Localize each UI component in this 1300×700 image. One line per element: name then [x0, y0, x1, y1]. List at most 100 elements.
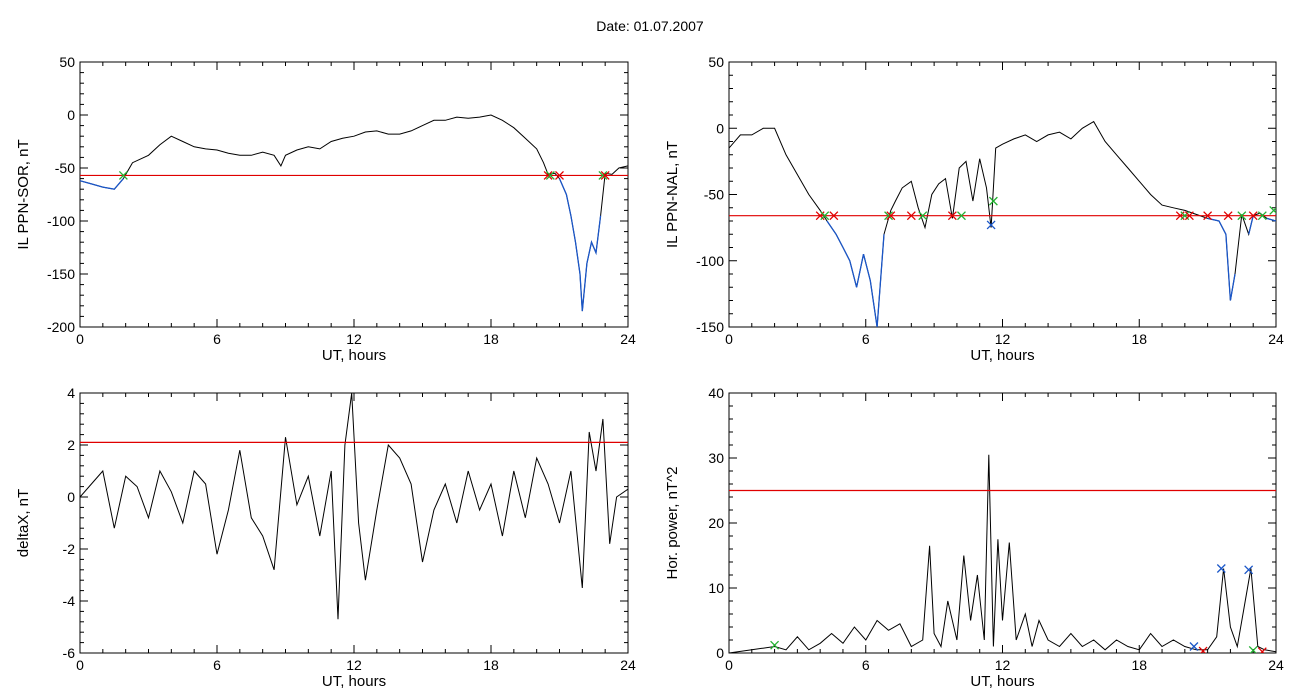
x-tick-label: 12 [346, 657, 362, 673]
x-tick-label: 0 [76, 657, 84, 673]
y-axis-label: deltaX, nT [15, 489, 32, 557]
x-tick-label: 24 [1268, 331, 1284, 347]
event-marker [1203, 211, 1213, 221]
marker-stroke [1248, 211, 1258, 221]
below-threshold-line [1266, 217, 1276, 222]
event-marker [1198, 646, 1208, 653]
event-marker [770, 640, 780, 650]
marker-stroke [1200, 646, 1208, 653]
marker-stroke [820, 211, 830, 221]
event-marker [1257, 647, 1267, 653]
plot-frame [79, 61, 629, 328]
x-tick-label: 0 [725, 657, 733, 673]
x-tick-label: 12 [346, 331, 362, 347]
y-tick-label: -200 [47, 319, 75, 335]
y-tick-label: 4 [67, 385, 75, 401]
marker-stroke [1203, 211, 1213, 221]
x-tick-label: 24 [620, 331, 636, 347]
y-tick-label: -100 [696, 253, 724, 269]
x-tick-label: 24 [1268, 657, 1284, 673]
chart-panel-2: 0 6 12 18 24 50 0 -50 -100 -150 UT, hours IL PPN-NA… [664, 54, 1284, 364]
event-marker [1189, 642, 1199, 651]
y-tick-label: 0 [67, 107, 75, 123]
y-axis-label: IL PPN-NAL, nT [664, 141, 681, 248]
y-tick-label: 50 [708, 54, 724, 70]
x-axis-label: UT, hours [970, 673, 1034, 690]
x-axis-label: UT, hours [970, 347, 1034, 364]
y-tick-label: 0 [67, 489, 75, 505]
y-tick-label: 10 [708, 580, 724, 596]
below-threshold-line [1248, 215, 1254, 235]
y-tick-label: 20 [708, 515, 724, 531]
event-marker [947, 211, 957, 221]
y-tick-label: 30 [708, 450, 724, 466]
data-line [729, 120, 1276, 327]
x-tick-label: 18 [1131, 331, 1147, 347]
event-marker [1248, 211, 1258, 221]
event-marker [118, 170, 128, 180]
event-marker [1269, 205, 1276, 215]
x-tick-label: 24 [620, 657, 636, 673]
x-tick-label: 6 [862, 657, 870, 673]
marker-stroke [1184, 211, 1194, 221]
x-tick-label: 6 [213, 657, 221, 673]
x-tick-label: 0 [725, 331, 733, 347]
x-tick-label: 12 [995, 657, 1011, 673]
marker-stroke [1269, 207, 1276, 215]
marker-stroke [957, 211, 966, 221]
y-tick-label: -6 [63, 645, 76, 661]
marker-stroke [118, 170, 128, 180]
event-marker [1216, 564, 1226, 573]
marker-stroke [1257, 211, 1267, 221]
marker-stroke [1216, 564, 1226, 573]
event-marker [988, 196, 998, 206]
plot-area [80, 114, 628, 312]
plot-frame [728, 61, 1277, 328]
marker-stroke [988, 196, 998, 206]
x-axis-label: UT, hours [322, 347, 386, 364]
marker-stroke [1260, 647, 1267, 653]
marker-stroke [1223, 211, 1233, 221]
data-line [80, 393, 628, 620]
y-tick-label: -100 [47, 213, 75, 229]
below-threshold-line [80, 178, 124, 190]
marker-stroke [884, 211, 894, 221]
marker-stroke [770, 640, 780, 650]
event-marker [1223, 211, 1233, 221]
marker-stroke [918, 211, 928, 221]
y-axis-label: Hor. power, nT^2 [664, 467, 681, 580]
chart-panel-3: 0 6 12 18 24 4 2 0 -2 -4 -6 UT, hours deltaX, nT [15, 385, 636, 690]
event-marker [600, 170, 610, 180]
below-threshold-line [558, 178, 602, 312]
x-tick-label: 6 [862, 331, 870, 347]
event-marker [1237, 211, 1247, 221]
marker-stroke [545, 170, 555, 180]
event-marker [1184, 211, 1194, 221]
event-marker [1244, 565, 1254, 575]
y-tick-label: -50 [55, 160, 75, 176]
y-tick-label: 0 [716, 120, 724, 136]
event-marker [957, 211, 966, 221]
event-marker [886, 211, 896, 221]
marker-stroke [986, 220, 996, 230]
x-tick-label: 6 [213, 331, 221, 347]
x-tick-label: 12 [995, 331, 1011, 347]
data-line [729, 454, 1276, 653]
x-tick-label: 18 [483, 331, 499, 347]
y-tick-label: 2 [67, 437, 75, 453]
marker-stroke [906, 211, 916, 221]
plot-area [729, 454, 1276, 653]
event-marker [884, 211, 894, 221]
event-marker [555, 170, 564, 180]
marker-stroke [829, 211, 839, 221]
event-marker [543, 170, 553, 180]
x-axis-label: UT, hours [322, 673, 386, 690]
below-threshold-line [1207, 217, 1236, 301]
event-marker [820, 211, 830, 221]
event-marker [1257, 211, 1267, 221]
event-marker [906, 211, 916, 221]
y-tick-label: -50 [704, 187, 724, 203]
event-marker [1248, 645, 1258, 653]
y-tick-label: 40 [708, 385, 724, 401]
